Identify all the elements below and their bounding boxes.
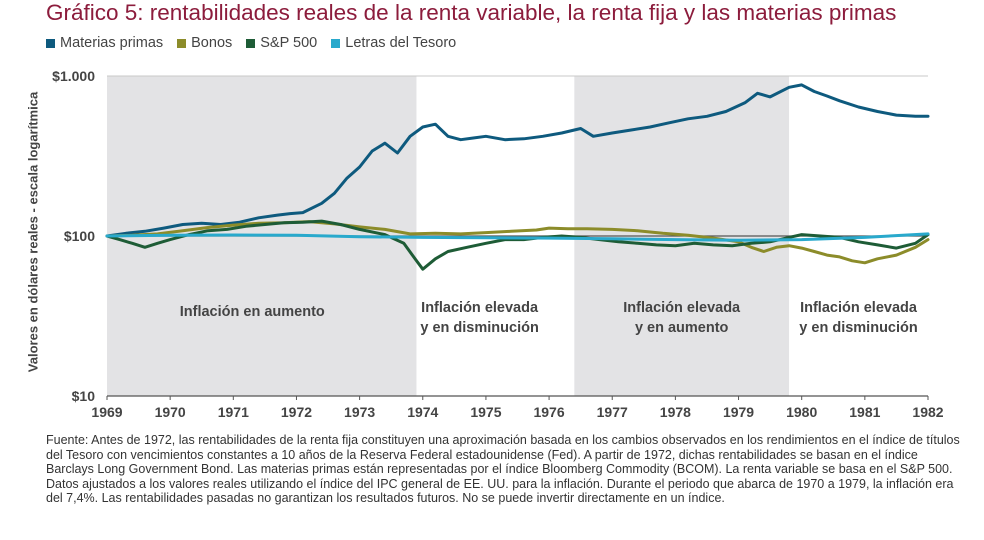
x-tick-label-8: 1977	[597, 404, 628, 420]
series-line-letras-del-tesoro	[105, 232, 930, 242]
period-label-2-line1: Inflación elevada	[623, 300, 741, 316]
legend: Materias primas Bonos S&P 500 Letras del…	[46, 35, 456, 51]
x-tick-label-7: 1976	[533, 404, 564, 420]
period-labels: Inflación en aumento Inflación elevada y e…	[180, 300, 918, 336]
x-tick-label-10: 1979	[723, 404, 754, 420]
series-line-s-p-500	[105, 219, 930, 271]
x-tick-label-13: 1982	[912, 404, 943, 420]
legend-item-materias-primas: Materias primas	[46, 35, 163, 51]
legend-item-letras-tesoro: Letras del Tesoro	[331, 35, 456, 51]
legend-swatch-sp500	[246, 38, 256, 48]
x-tick-label-9: 1978	[660, 404, 691, 420]
legend-label-letras-tesoro: Letras del Tesoro	[345, 35, 457, 51]
source-footnote: Fuente: Antes de 1972, las rentabilidade…	[46, 433, 960, 506]
x-tick-label-1: 1970	[155, 404, 186, 420]
x-tick-label-3: 1972	[281, 404, 312, 420]
legend-label-bonos: Bonos	[191, 35, 233, 51]
period-label-3-line1: Inflación elevada	[800, 300, 918, 316]
x-tick-label-6: 1975	[470, 404, 501, 420]
x-tick-label-2: 1971	[218, 404, 249, 420]
series-group	[105, 83, 930, 271]
legend-item-sp500: S&P 500	[246, 35, 317, 51]
period-label-1-line1: Inflación elevada	[421, 300, 539, 316]
chart-title: Gráfico 5: rentabilidades reales de la r…	[46, 0, 897, 25]
x-tick-label-11: 1980	[786, 404, 817, 420]
period-label-2-line2: y en aumento	[635, 320, 729, 336]
series-line-materias-primas	[105, 83, 930, 238]
legend-label-materias-primas: Materias primas	[60, 35, 164, 51]
y-tick-label-1: $100	[64, 228, 95, 244]
y-tick-label-0: $10	[72, 388, 96, 404]
legend-item-bonos: Bonos	[177, 35, 232, 51]
legend-label-sp500: S&P 500	[260, 35, 318, 51]
legend-swatch-materias-primas	[46, 38, 55, 48]
legend-swatch-bonos	[177, 38, 187, 48]
legend-swatch-letras-tesoro	[331, 38, 341, 48]
period-label-3-line2: y en disminución	[799, 320, 917, 336]
x-tick-label-12: 1981	[849, 404, 880, 420]
period-label-1-line2: y en disminución	[420, 320, 538, 336]
x-tick-label-0: 1969	[91, 404, 122, 420]
x-tick-label-5: 1974	[407, 404, 438, 420]
axes: $10 $100 $1.000 1969 1970 1971 1972 1973 1974 197…	[52, 68, 944, 420]
y-tick-label-2: $1.000	[52, 68, 95, 84]
x-tick-label-4: 1973	[344, 404, 375, 420]
period-label-0-line1: Inflación en aumento	[180, 304, 325, 320]
